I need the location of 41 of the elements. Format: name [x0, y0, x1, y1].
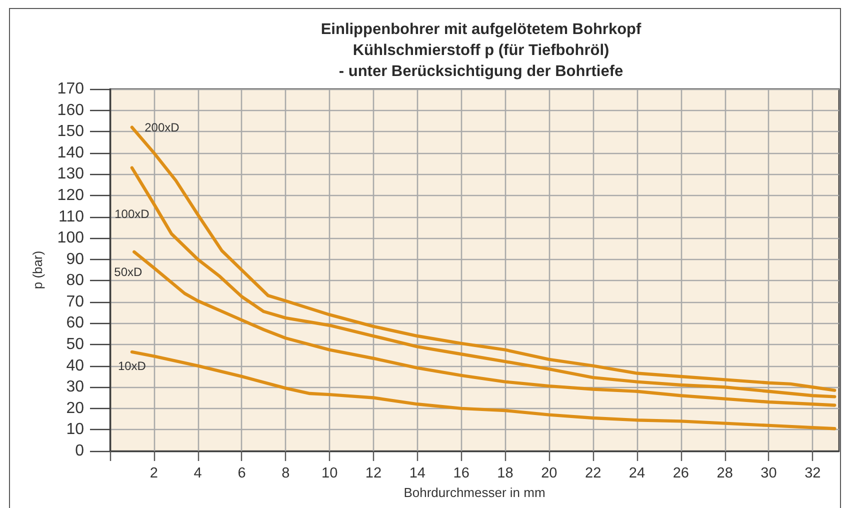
y-tick-label: 30: [66, 378, 84, 396]
x-tick-label: 16: [453, 466, 470, 482]
x-tick-label: 18: [497, 466, 514, 482]
y-tick-label: 90: [66, 250, 84, 268]
y-tick-label: 60: [66, 314, 84, 332]
y-tick-label: 0: [75, 442, 84, 460]
x-axis-title: Bohrdurchmesser in mm: [404, 484, 546, 500]
y-axis-title: p (bar): [30, 250, 45, 290]
x-tick-label: 6: [238, 466, 246, 482]
x-tick-label: 2: [150, 466, 158, 482]
y-tick-label: 100: [57, 230, 84, 247]
series-label: 10xD: [118, 358, 146, 373]
y-tick-label: 170: [57, 80, 84, 98]
x-tick-label: 30: [760, 466, 777, 482]
y-tick-label: 70: [66, 293, 84, 310]
y-tick-label: 80: [66, 272, 84, 290]
y-tick-label: 50: [66, 336, 84, 354]
x-tick-label: 20: [541, 466, 558, 482]
x-tick-label: 32: [804, 466, 821, 482]
series-label: 100xD: [114, 206, 150, 221]
x-tick-label: 28: [716, 466, 733, 482]
y-tick-label: 150: [57, 123, 84, 140]
y-tick-label: 110: [58, 208, 84, 226]
series-label: 50xD: [114, 264, 142, 279]
x-tick-label: 14: [409, 466, 426, 482]
y-tick-label: 20: [66, 400, 84, 417]
chart-title: Einlippenbohrer mit aufgelötetem Bohrkopf Kühlschmierstoff p (für Tiefbohröl) - unter Berücksichtigung der Bohrtiefe: [320, 21, 642, 80]
x-tick-label: 24: [628, 466, 646, 482]
y-tick-label: 40: [66, 357, 84, 374]
y-tick-label: 10: [66, 421, 84, 438]
series-label: 200xD: [144, 120, 180, 134]
x-tick-label: 4: [194, 466, 202, 482]
y-tick-label: 120: [57, 186, 84, 204]
x-tick-label: 10: [322, 466, 338, 482]
x-tick-label: 26: [672, 466, 689, 482]
x-tick-label: 12: [365, 466, 382, 482]
x-tick-label: 22: [585, 466, 602, 482]
y-tick-label: 160: [57, 102, 84, 119]
x-tick-label: 8: [282, 466, 290, 482]
y-tick-label: 140: [57, 144, 84, 162]
y-tick-label: 130: [57, 166, 84, 183]
